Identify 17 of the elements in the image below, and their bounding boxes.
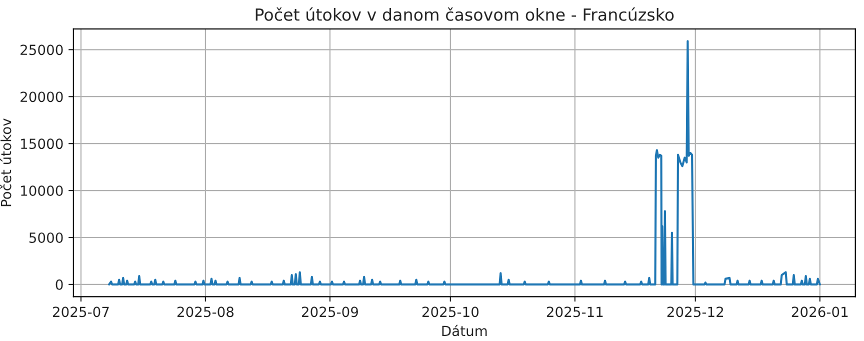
x-tick-label: 2025-11 (546, 306, 603, 318)
y-tick-label: 5000 (29, 232, 63, 243)
y-tick-label: 15000 (21, 138, 63, 150)
y-tick-label: 25000 (20, 44, 63, 56)
y-tick-label: 20000 (20, 92, 63, 102)
x-tick-label: 2026-01 (792, 306, 848, 318)
y-axis-title: Počet útokov (0, 118, 12, 206)
x-tick-label: 2025-10 (422, 306, 479, 318)
y-tick-label: 0 (56, 279, 63, 290)
x-tick-label: 2025-12 (667, 306, 724, 318)
y-tick-label: 10000 (21, 186, 63, 196)
chart-title: Počet útokov v danom časovom okne - Francúzsko (256, 7, 674, 21)
x-axis-title: Dátum (442, 324, 487, 336)
x-tick-label: 2025-09 (302, 306, 358, 318)
line-series (108, 40, 821, 286)
x-tick-label: 2025-08 (177, 306, 234, 318)
x-tick-label: 2025-07 (52, 306, 109, 318)
